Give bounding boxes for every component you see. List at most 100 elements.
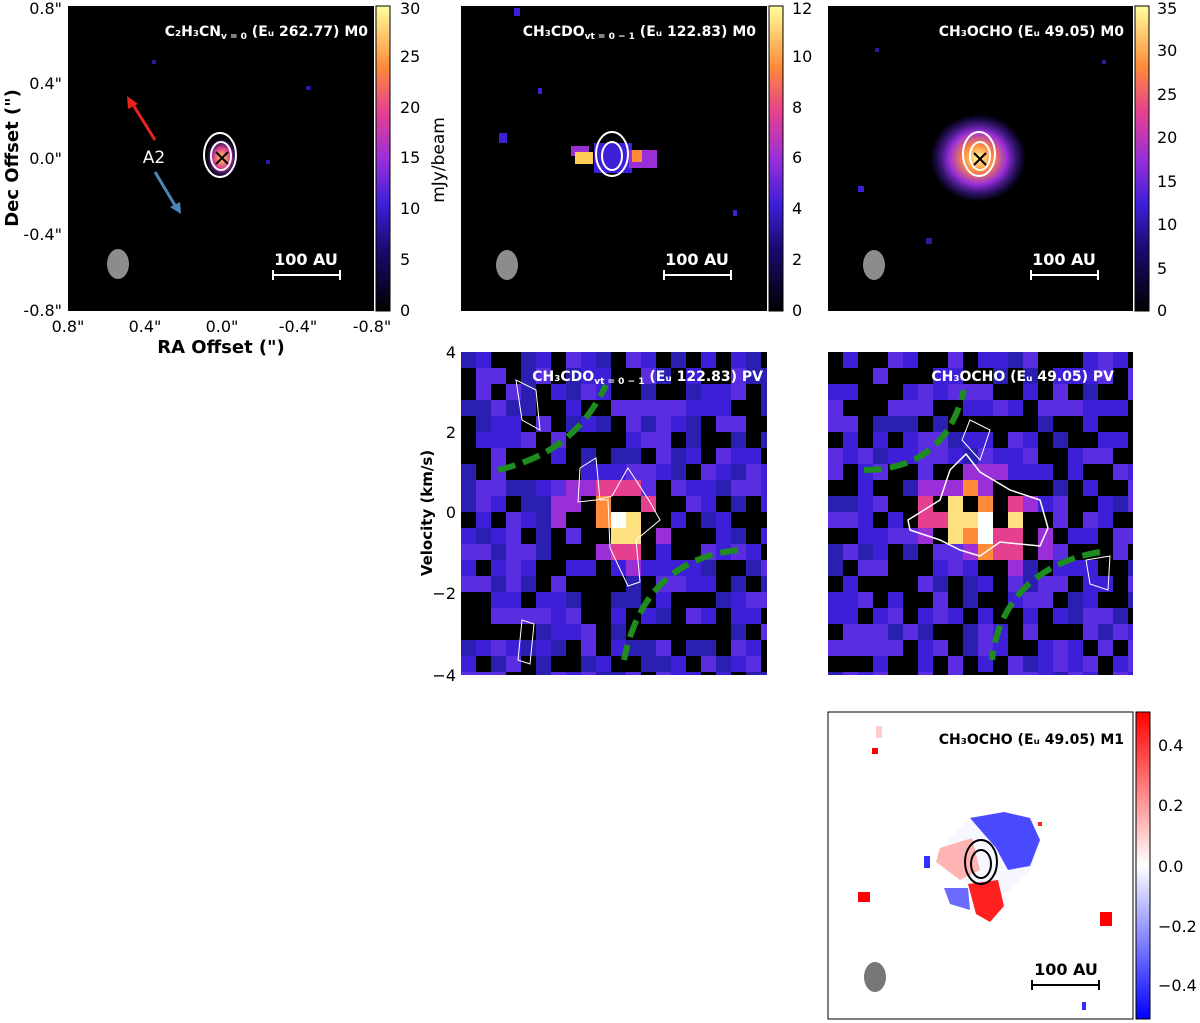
pv-pixel xyxy=(963,528,978,544)
pv-pixel xyxy=(566,624,581,640)
pv-pixel xyxy=(903,400,918,416)
pv-pixel xyxy=(461,656,476,672)
contour-inner xyxy=(969,141,991,171)
pv-pixel xyxy=(978,624,993,640)
pv-pixel xyxy=(476,544,491,560)
pv-pixel xyxy=(521,480,536,496)
pv-pixel xyxy=(918,640,933,656)
pv-pixel xyxy=(978,528,993,544)
pv-pixel xyxy=(701,496,716,512)
pv-pixel xyxy=(761,464,767,480)
pv-pixel xyxy=(521,608,536,624)
panel-m0-c2h3cn: A2 100 AU C₂H₃CNv = 0 (Eᵤ 262.77) M0 0 5… xyxy=(2,0,449,358)
pv-pixel xyxy=(536,352,551,368)
pv-pixel xyxy=(641,480,656,496)
pv-pixel xyxy=(843,432,858,448)
pv-pixel xyxy=(746,448,761,464)
pv-pixel xyxy=(828,400,843,416)
pv-pixel xyxy=(1083,608,1098,624)
pv-pixel xyxy=(1008,528,1023,544)
pv-pixel xyxy=(1113,672,1128,675)
pv-pixel xyxy=(581,416,596,432)
pv-pixel xyxy=(761,576,767,592)
contour-inner xyxy=(601,141,623,171)
pv-pixel xyxy=(686,384,701,400)
pv-pixel xyxy=(581,384,596,400)
pv-pixel xyxy=(888,592,903,608)
pv-pixel xyxy=(963,544,978,560)
pv-pixel xyxy=(461,464,476,480)
pv-pixel xyxy=(873,528,888,544)
pv-pixel xyxy=(1038,496,1053,512)
pv-pixel xyxy=(491,576,506,592)
colorbar xyxy=(1135,711,1151,1020)
svg-text:6: 6 xyxy=(792,148,802,167)
pv-pixel xyxy=(1023,368,1038,384)
pv-pixel xyxy=(476,672,491,675)
pv-pixel xyxy=(873,368,888,384)
source-label: A2 xyxy=(143,148,165,168)
pv-pixel xyxy=(903,416,918,432)
pv-pixel xyxy=(701,656,716,672)
pv-pixel xyxy=(828,672,843,675)
pv-pixel xyxy=(491,496,506,512)
pv-pixel xyxy=(716,592,731,608)
pv-pixel xyxy=(1068,464,1083,480)
pv-pixel xyxy=(641,656,656,672)
pv-pixel xyxy=(476,576,491,592)
pv-pixel xyxy=(963,640,978,656)
pv-pixel xyxy=(491,528,506,544)
pv-pixel xyxy=(1008,656,1023,672)
contour-outer xyxy=(595,131,629,177)
pv-pixel xyxy=(843,512,858,528)
pv-pixel xyxy=(656,608,671,624)
pv-pixel xyxy=(506,656,521,672)
pv-pixel xyxy=(656,592,671,608)
pv-pixel xyxy=(1098,368,1113,384)
pv-pixel xyxy=(843,544,858,560)
pv-pixel xyxy=(1008,448,1023,464)
pv-pixel xyxy=(536,544,551,560)
pv-pixel xyxy=(731,480,746,496)
svg-text:0: 0 xyxy=(400,301,410,320)
pv-pixel xyxy=(903,624,918,640)
pv-pixel xyxy=(963,400,978,416)
pv-pixel xyxy=(551,592,566,608)
pv-pixel xyxy=(933,640,948,656)
pv-pixel xyxy=(828,496,843,512)
contour-inner xyxy=(970,849,992,879)
pv-pixel xyxy=(476,512,491,528)
pv-pixel xyxy=(461,352,476,368)
pv-pixel xyxy=(761,496,767,512)
pv-pixel xyxy=(686,416,701,432)
pv-pixel xyxy=(671,400,686,416)
pv-pixel xyxy=(521,352,536,368)
pv-cells xyxy=(828,352,1133,675)
pv-pixel xyxy=(993,368,1008,384)
pv-pixel xyxy=(611,448,626,464)
pv-pixel xyxy=(1098,608,1113,624)
pv-pixel xyxy=(716,672,731,675)
pv-pixel xyxy=(948,352,963,368)
pv-pixel xyxy=(948,448,963,464)
pv-pixel xyxy=(671,416,686,432)
panel-m1-ch3ocho: 100 AU CH₃OCHO (Eᵤ 49.05) M1 −0.4 −0.2 0… xyxy=(827,711,1197,1020)
pv-pixel xyxy=(1068,528,1083,544)
pv-pixel xyxy=(1038,544,1053,560)
pv-pixel xyxy=(641,496,656,512)
pv-pixel xyxy=(888,400,903,416)
contour-outer xyxy=(203,132,237,178)
pv-pixel xyxy=(933,384,948,400)
pv-pixel xyxy=(641,608,656,624)
pv-pixel xyxy=(933,576,948,592)
pv-pixel xyxy=(506,640,521,656)
pv-pixel xyxy=(843,576,858,592)
pv-pixel xyxy=(888,640,903,656)
pv-pixel xyxy=(686,480,701,496)
source-marker xyxy=(973,152,987,166)
pv-pixel xyxy=(873,624,888,640)
pv-pixel xyxy=(918,624,933,640)
pv-pixel xyxy=(476,640,491,656)
pv-pixel xyxy=(828,448,843,464)
pv-pixel xyxy=(566,608,581,624)
